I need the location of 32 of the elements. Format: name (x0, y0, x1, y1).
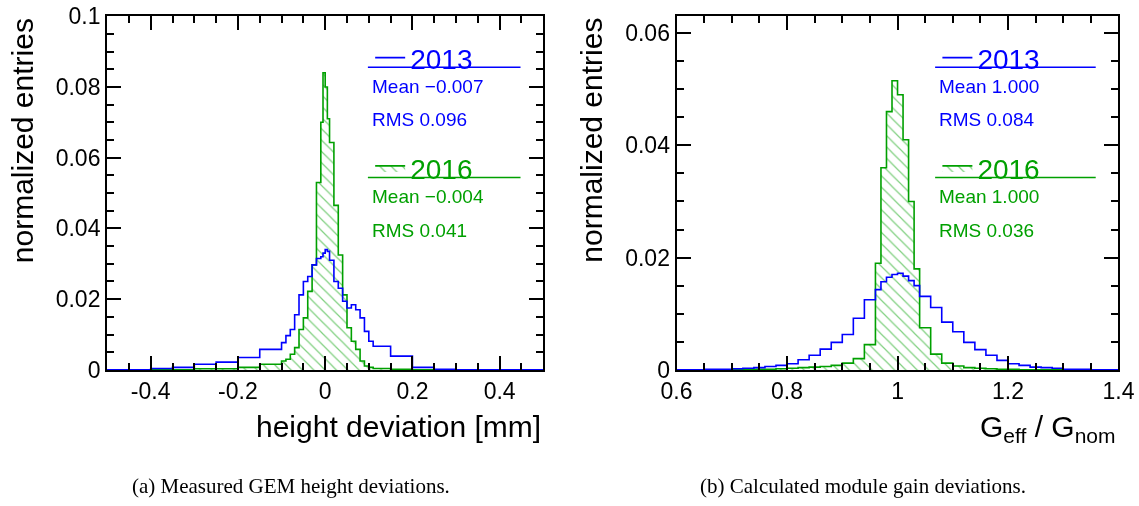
x-tick-label: 0.2 (396, 378, 429, 405)
annotation: RMS 0.036 (939, 220, 1035, 241)
x-axis-title: G$_{eff}$ / G$_{nom}$ (980, 410, 1116, 448)
text: (b) Calculated module gain deviations. (700, 474, 1026, 498)
annotation: Mean 1.000 (939, 186, 1040, 207)
y-tick-label: 0.06 (625, 20, 670, 47)
x-tick-label: 1.4 (1102, 378, 1135, 405)
annotation: RMS 0.084 (939, 109, 1035, 130)
x-tick-label: -0.4 (130, 378, 171, 405)
x-tick-label: 1.2 (992, 378, 1025, 405)
y-tick-label: 0.1 (68, 3, 101, 30)
annotation: RMS 0.096 (372, 109, 468, 130)
y-tick-label: 0.02 (55, 286, 101, 313)
x-tick-label: -0.2 (218, 378, 258, 405)
y-tick-label: 0.08 (55, 73, 101, 100)
x-tick-label: 0.4 (483, 378, 516, 405)
y-axis-title: normalized entries (575, 17, 609, 263)
y-tick-label: 0.06 (55, 144, 101, 171)
annotation: RMS 0.041 (372, 220, 468, 241)
annotation: Mean 1.000 (939, 76, 1040, 97)
y-tick-label: 0.04 (55, 215, 101, 242)
text: (a) Measured GEM height deviations. (132, 474, 450, 498)
y-axis-title: normalized entries (5, 18, 39, 264)
y-tick-label: 0.02 (625, 244, 670, 271)
annotation: Mean −0.004 (372, 186, 484, 207)
x-tick-label: 0.8 (771, 378, 804, 405)
x-tick-label: 1 (891, 378, 904, 405)
y-tick-label: 0 (87, 356, 101, 383)
x-axis-title: height deviation [mm] (256, 410, 542, 443)
x-tick-label: 0 (318, 378, 332, 405)
annotation: Mean −0.007 (372, 76, 484, 97)
y-tick-label: 0.04 (625, 132, 671, 159)
